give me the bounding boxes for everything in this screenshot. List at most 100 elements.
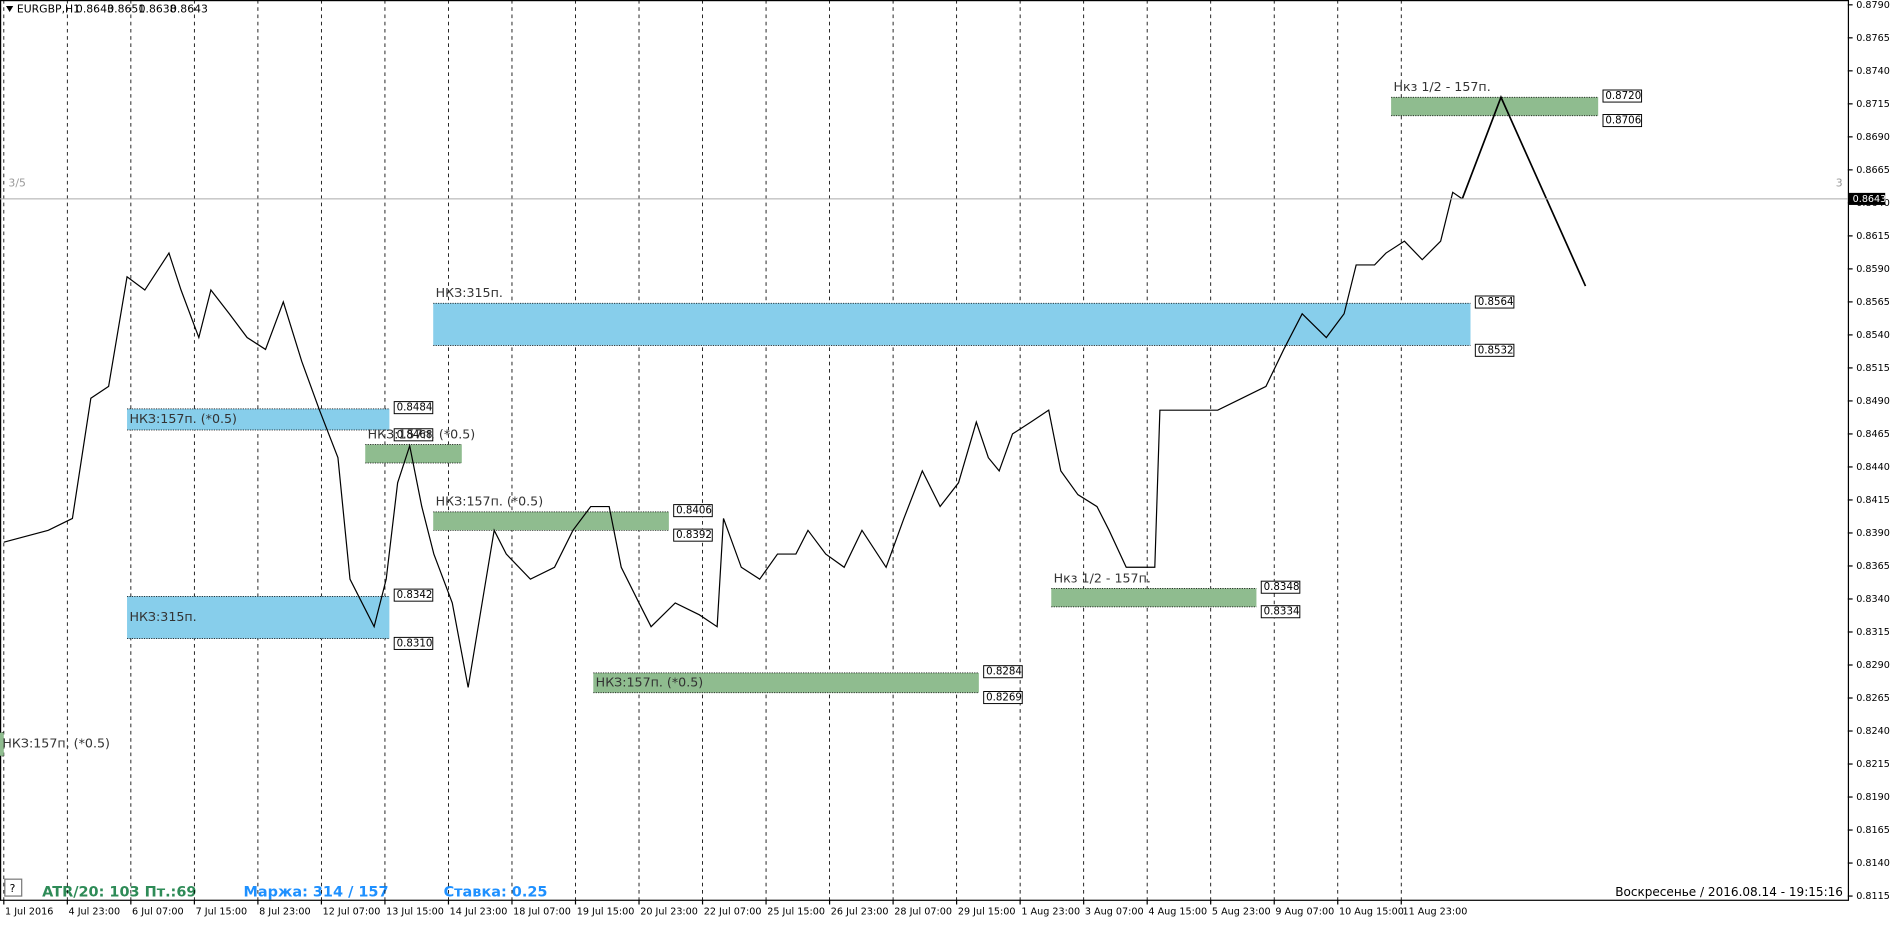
price-tag-box — [983, 665, 1023, 679]
x-tick-label: 7 Jul 15:00 — [196, 907, 248, 918]
zone-label: НКЗ:157п. (*0.5) — [596, 674, 704, 689]
zone — [365, 444, 462, 463]
x-tick-label: 29 Jul 15:00 — [958, 907, 1016, 918]
y-tick-label: 0.8590 — [1856, 264, 1890, 275]
price-tag-box — [393, 428, 434, 442]
y-tick-label: 0.8790 — [1856, 0, 1890, 11]
y-tick-label: 0.8715 — [1856, 99, 1890, 110]
level-label: 3 — [1836, 176, 1843, 189]
x-tick-label: 8 Jul 23:00 — [259, 907, 311, 918]
price-tag-box — [1602, 114, 1643, 128]
y-tick-label: 0.8540 — [1856, 330, 1890, 341]
zone-label: НКЗ:157п. (*0.5) — [436, 494, 544, 509]
atr-info: ATR/20: 103 Пт.:69 — [42, 884, 196, 900]
price-tag: 0.8334 — [1264, 606, 1300, 618]
margin-info: Маржа: 314 / 157 — [243, 884, 388, 900]
y-tick-label: 0.8240 — [1856, 726, 1890, 737]
price-tag-box — [1474, 343, 1515, 357]
zone-label: НКЗ:157п. (*0.5) — [368, 426, 476, 441]
price-tag-box — [673, 528, 713, 542]
ohlc-open: 0.8643 — [76, 3, 114, 16]
x-tick-label: 19 Jul 15:00 — [577, 907, 635, 918]
ohlc-high: 0.8651 — [107, 3, 145, 16]
y-tick-label: 0.8140 — [1856, 858, 1890, 869]
zone-label: НКЗ:157п. (*0.5) — [129, 411, 237, 426]
price-tag-box — [1260, 580, 1301, 594]
price-tag: 0.8284 — [986, 666, 1022, 678]
y-tick-label: 0.8165 — [1856, 825, 1890, 836]
symbol: EURGBP,H1 — [17, 3, 80, 16]
x-tick-label: 26 Jul 23:00 — [831, 907, 889, 918]
price-tag-box — [1602, 89, 1643, 103]
price-line — [3, 191, 1463, 688]
y-tick-label: 0.8615 — [1856, 231, 1890, 242]
zone — [127, 596, 390, 639]
x-tick-label: 20 Jul 23:00 — [640, 907, 698, 918]
current-price-tag: 0.8643 — [1853, 194, 1887, 205]
plot-frame — [0, 0, 1850, 901]
help-icon[interactable]: ? — [10, 882, 16, 895]
price-tag: 0.8406 — [676, 505, 712, 517]
zone — [1051, 588, 1257, 607]
zone — [593, 672, 979, 693]
price-tag: 0.8269 — [986, 692, 1022, 704]
x-tick-label: 10 Aug 15:00 — [1339, 907, 1404, 918]
help-button[interactable] — [4, 878, 23, 897]
y-tick-label: 0.8290 — [1856, 660, 1890, 671]
zone — [433, 303, 1471, 346]
price-tag-box — [673, 504, 713, 518]
price-tag: 0.8348 — [1264, 581, 1300, 593]
zone — [433, 511, 669, 531]
y-tick-label: 0.8315 — [1856, 627, 1890, 638]
zone-label: Нкз 1/2 - 157п. — [1394, 79, 1491, 94]
price-tag: 0.8342 — [397, 589, 433, 601]
price-tag: 0.8484 — [397, 402, 433, 414]
price-tag-box — [1474, 295, 1515, 309]
x-tick-label: 3 Aug 07:00 — [1085, 907, 1144, 918]
y-tick-label: 0.8190 — [1856, 792, 1890, 803]
y-tick-label: 0.8765 — [1856, 33, 1890, 44]
x-tick-label: 4 Aug 15:00 — [1148, 907, 1207, 918]
x-tick-label: 4 Jul 23:00 — [69, 907, 121, 918]
x-tick-label: 9 Aug 07:00 — [1275, 907, 1334, 918]
y-tick-label: 0.8340 — [1856, 594, 1890, 605]
x-tick-label: 11 Aug 23:00 — [1402, 907, 1467, 918]
y-tick-label: 0.8690 — [1856, 132, 1890, 143]
x-tick-label: 1 Jul 2016 — [5, 907, 53, 918]
ohlc-low: 0.8638 — [139, 3, 177, 16]
zone — [0, 732, 4, 757]
ohlc-close: 0.8643 — [170, 3, 208, 16]
y-tick-label: 0.8265 — [1856, 693, 1890, 704]
rate-info: Ставка: 0.25 — [444, 884, 548, 900]
price-line — [1461, 95, 1587, 287]
y-tick-label: 0.8740 — [1856, 66, 1890, 77]
y-tick-label: 0.8515 — [1856, 363, 1890, 374]
x-tick-label: 28 Jul 07:00 — [894, 907, 952, 918]
price-tag-box — [393, 636, 434, 650]
price-tag: 0.8706 — [1605, 115, 1641, 127]
x-tick-label: 12 Jul 07:00 — [323, 907, 381, 918]
price-tag-box — [393, 401, 434, 415]
y-tick-label: 0.8465 — [1856, 429, 1890, 440]
y-tick-label: 0.8665 — [1856, 165, 1890, 176]
price-tag: 0.8564 — [1478, 296, 1514, 308]
x-tick-label: 25 Jul 15:00 — [767, 907, 825, 918]
zone-label: НКЗ:157п. (*0.5) — [2, 736, 110, 751]
price-tag-box — [1260, 605, 1301, 619]
zone — [1391, 97, 1599, 116]
plot-layer — [0, 0, 1848, 900]
price-tag: 0.8392 — [676, 529, 712, 541]
datetime-info: Воскресенье / 2016.08.14 - 19:15:16 — [1615, 885, 1843, 899]
zone-label: Нкз 1/2 - 157п. — [1054, 570, 1151, 585]
x-tick-label: 14 Jul 23:00 — [450, 907, 508, 918]
zone-label: НКЗ:315п. — [129, 609, 196, 624]
menu-arrow[interactable] — [6, 6, 14, 13]
price-tag-box — [983, 691, 1023, 705]
price-tag: 0.8468 — [397, 429, 433, 441]
y-tick-label: 0.8490 — [1856, 396, 1890, 407]
zone-label: НКЗ:315п. — [436, 285, 503, 300]
current-price-box — [1849, 192, 1886, 205]
y-tick-label: 0.8115 — [1856, 891, 1890, 902]
x-tick-label: 22 Jul 07:00 — [704, 907, 762, 918]
